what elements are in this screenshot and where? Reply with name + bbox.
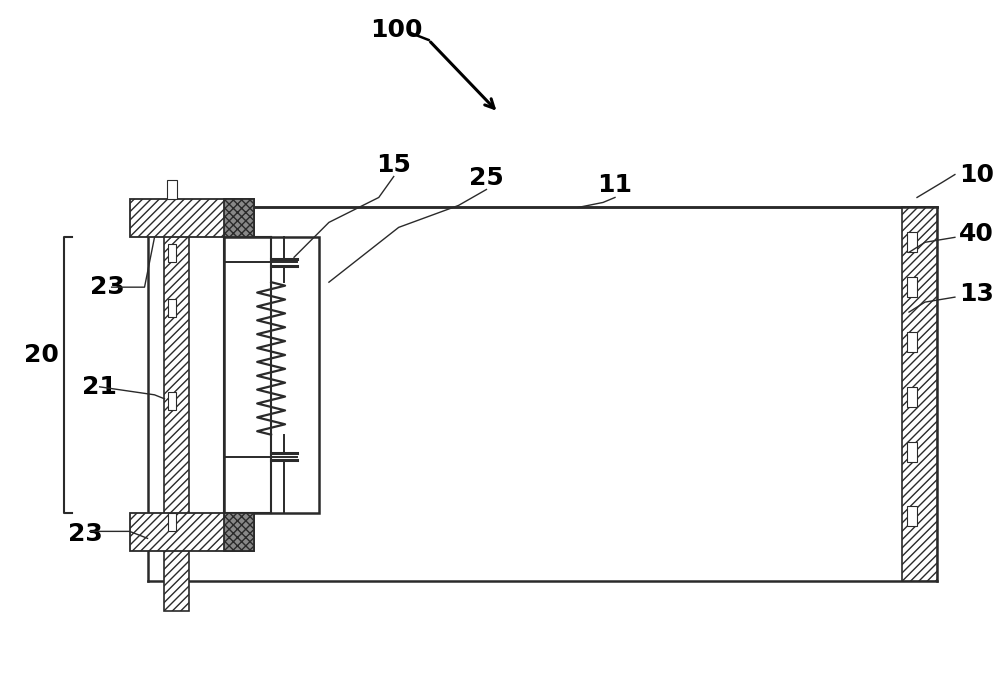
Bar bbox=[130, 200, 254, 238]
Text: 23: 23 bbox=[68, 523, 103, 546]
Bar bbox=[168, 392, 176, 410]
Bar bbox=[902, 207, 937, 582]
Text: 25: 25 bbox=[469, 165, 504, 190]
Bar bbox=[907, 387, 917, 407]
Bar bbox=[168, 299, 176, 317]
Bar bbox=[907, 332, 917, 352]
Text: 15: 15 bbox=[376, 152, 411, 177]
Bar bbox=[130, 513, 254, 551]
Bar bbox=[224, 513, 254, 551]
Text: 40: 40 bbox=[959, 222, 994, 246]
Bar bbox=[907, 441, 917, 462]
Text: 11: 11 bbox=[598, 173, 633, 198]
Bar bbox=[907, 506, 917, 527]
Bar bbox=[224, 200, 254, 238]
Text: 23: 23 bbox=[90, 275, 124, 299]
Bar bbox=[168, 513, 176, 531]
Bar bbox=[907, 232, 917, 253]
Bar bbox=[167, 179, 177, 200]
Text: 100: 100 bbox=[370, 18, 423, 42]
Text: 20: 20 bbox=[24, 343, 59, 367]
Text: 10: 10 bbox=[959, 162, 994, 187]
Bar bbox=[168, 244, 176, 262]
Bar bbox=[907, 277, 917, 297]
Bar bbox=[224, 238, 319, 513]
Text: 21: 21 bbox=[82, 375, 117, 399]
Text: 13: 13 bbox=[959, 282, 994, 306]
Bar bbox=[164, 207, 189, 611]
